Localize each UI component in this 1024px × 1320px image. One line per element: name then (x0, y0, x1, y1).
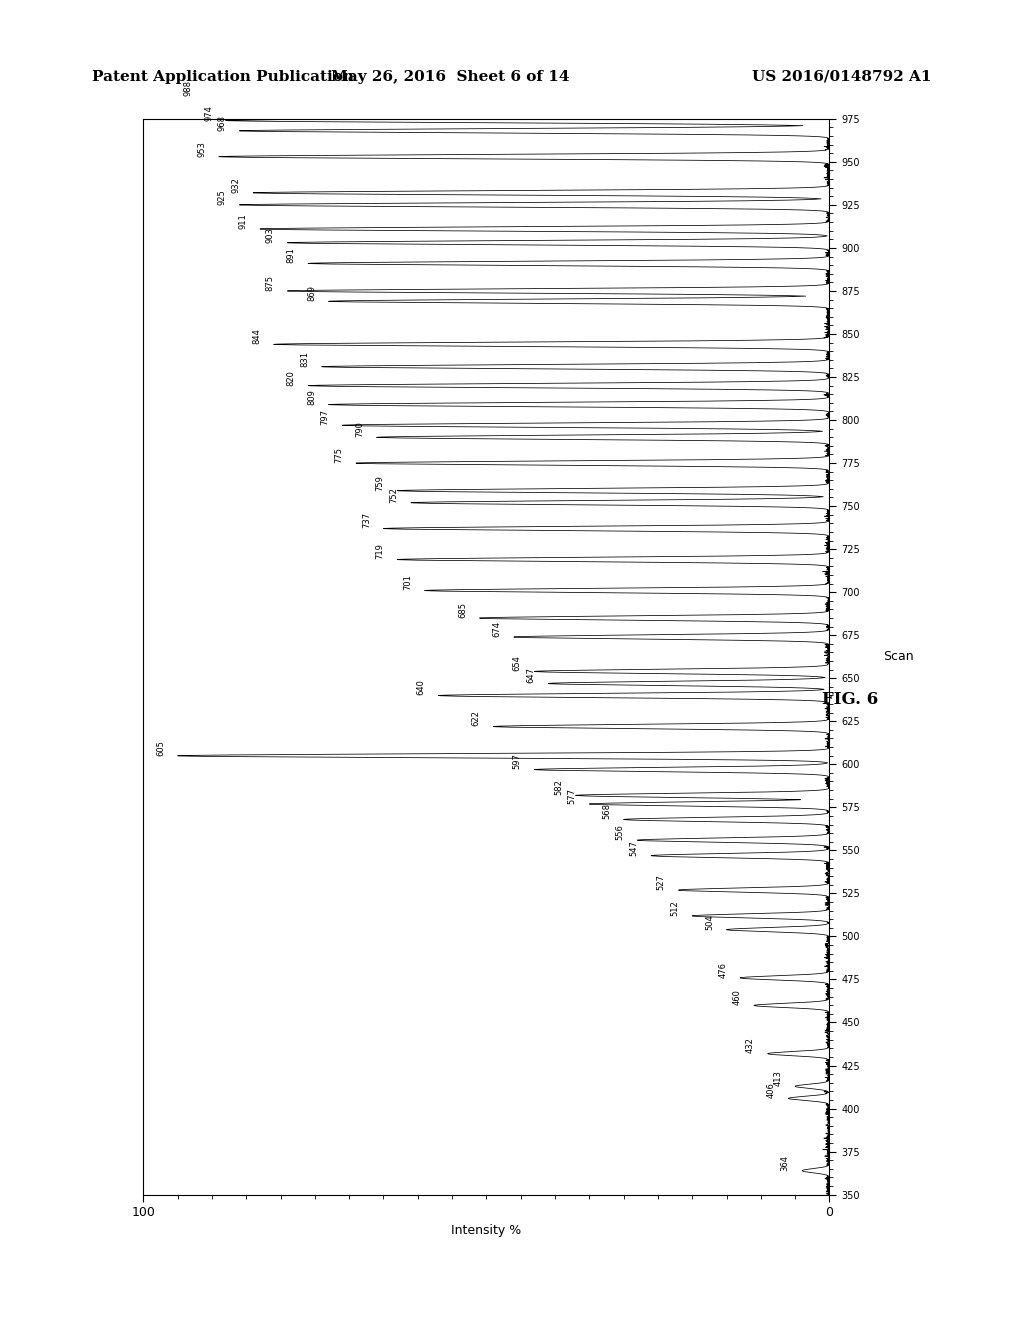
X-axis label: Intensity %: Intensity % (452, 1224, 521, 1237)
Text: 968: 968 (218, 115, 226, 131)
Text: 556: 556 (615, 824, 625, 840)
Text: Patent Application Publication: Patent Application Publication (92, 70, 354, 83)
Text: 622: 622 (472, 710, 480, 726)
Text: 932: 932 (231, 177, 241, 193)
Text: 790: 790 (355, 421, 364, 437)
Text: 413: 413 (773, 1071, 782, 1086)
Text: 911: 911 (239, 214, 248, 228)
Text: 674: 674 (493, 620, 501, 638)
Text: US 2016/0148792 A1: US 2016/0148792 A1 (753, 70, 932, 83)
Text: 597: 597 (513, 754, 522, 770)
Text: 820: 820 (287, 370, 295, 385)
Text: 568: 568 (602, 804, 611, 820)
Text: 953: 953 (198, 141, 206, 157)
Text: FIG. 6: FIG. 6 (822, 692, 878, 708)
Text: 988: 988 (183, 81, 193, 96)
Text: 869: 869 (307, 285, 316, 301)
Text: 974: 974 (204, 104, 213, 120)
Text: 685: 685 (458, 602, 467, 618)
Text: 647: 647 (526, 668, 536, 684)
Text: 831: 831 (300, 351, 309, 367)
Text: 577: 577 (567, 788, 577, 804)
Text: 701: 701 (403, 574, 412, 590)
Y-axis label: Scan: Scan (884, 651, 914, 663)
Text: 759: 759 (376, 475, 385, 491)
Text: 797: 797 (321, 409, 330, 425)
Text: May 26, 2016  Sheet 6 of 14: May 26, 2016 Sheet 6 of 14 (332, 70, 569, 83)
Text: 752: 752 (389, 487, 398, 503)
Text: 775: 775 (335, 447, 343, 463)
Text: 512: 512 (671, 900, 680, 916)
Text: 582: 582 (554, 779, 563, 795)
Text: 432: 432 (746, 1038, 755, 1053)
Text: 527: 527 (656, 874, 666, 890)
Text: 406: 406 (767, 1082, 775, 1098)
Text: 844: 844 (252, 329, 261, 345)
Text: 891: 891 (287, 248, 295, 264)
Text: 476: 476 (719, 962, 728, 978)
Text: 875: 875 (266, 275, 274, 290)
Text: 654: 654 (513, 656, 522, 672)
Text: 737: 737 (361, 512, 371, 528)
Text: 925: 925 (218, 189, 226, 205)
Text: 903: 903 (266, 227, 274, 243)
Text: 460: 460 (732, 990, 741, 1006)
Text: 364: 364 (780, 1155, 790, 1171)
Text: 640: 640 (417, 680, 426, 696)
Text: 547: 547 (630, 840, 638, 855)
Text: 719: 719 (376, 544, 385, 560)
Text: 504: 504 (705, 913, 714, 929)
Text: 605: 605 (156, 739, 165, 755)
Text: 809: 809 (307, 388, 316, 404)
